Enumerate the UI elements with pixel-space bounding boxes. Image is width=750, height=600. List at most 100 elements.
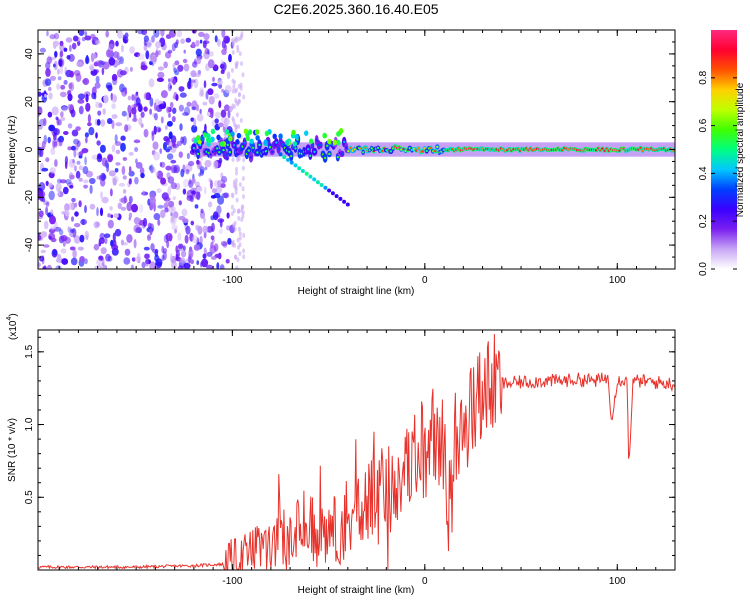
- branch-blob: [293, 163, 298, 168]
- noise-blob: [113, 51, 119, 59]
- branch-blob: [327, 188, 332, 193]
- band-core: [271, 150, 274, 154]
- noise-blob: [111, 244, 119, 251]
- noise-blob: [195, 104, 199, 112]
- noise-blob: [70, 257, 78, 266]
- noise-blob: [217, 218, 225, 223]
- noise-blob: [237, 98, 241, 104]
- noise-blob: [188, 248, 194, 258]
- noise-blob: [65, 37, 73, 43]
- noise-blob: [236, 257, 240, 263]
- colorbar-bar: [711, 30, 737, 269]
- noise-blob: [128, 178, 132, 185]
- noise-blob: [241, 204, 245, 210]
- noise-blob: [242, 233, 246, 238]
- noise-blob: [175, 250, 180, 259]
- noise-blob: [53, 128, 60, 136]
- noise-blob: [71, 216, 74, 222]
- noise-blob: [221, 175, 228, 184]
- noise-blob: [67, 123, 73, 129]
- noise-blob: [95, 221, 101, 227]
- noise-blob: [100, 60, 106, 65]
- noise-blob: [49, 75, 57, 81]
- noise-blob: [122, 175, 127, 180]
- colorbar-tick-label: 0.6: [698, 118, 709, 132]
- band-core: [319, 143, 323, 147]
- noise-blob: [137, 252, 141, 261]
- noise-blob: [202, 101, 208, 106]
- noise-blob: [50, 225, 56, 231]
- noise-blob: [171, 224, 178, 231]
- noise-blob: [160, 30, 165, 37]
- colorbar-tick-label: 0.0: [698, 262, 709, 276]
- noise-blob: [241, 176, 245, 182]
- noise-blob: [55, 116, 59, 121]
- noise-blob: [188, 160, 195, 167]
- noise-blob: [124, 124, 129, 133]
- band-core: [597, 147, 600, 150]
- noise-blob: [238, 51, 242, 57]
- colorbar-tick-label: 0.4: [698, 166, 709, 180]
- noise-blob: [74, 165, 77, 172]
- noise-blob: [91, 92, 96, 100]
- noise-blob: [101, 257, 105, 267]
- band-core: [311, 144, 314, 147]
- noise-blob: [213, 160, 219, 170]
- band-core: [275, 141, 278, 144]
- branch-blob: [315, 180, 320, 185]
- noise-blob: [67, 226, 70, 233]
- noise-blob: [240, 61, 243, 67]
- band-core: [364, 146, 367, 149]
- noise-blob: [95, 132, 98, 139]
- band-core: [398, 146, 401, 149]
- band-core: [450, 148, 454, 151]
- band-core: [518, 149, 522, 152]
- noise-blob: [180, 136, 184, 144]
- band-blob: [216, 134, 221, 141]
- noise-blob: [170, 212, 173, 217]
- noise-blob: [113, 95, 118, 102]
- noise-blob: [233, 88, 237, 94]
- band-core: [277, 147, 280, 150]
- noise-blob: [202, 40, 207, 49]
- noise-blob: [128, 152, 134, 156]
- band-core: [294, 147, 297, 150]
- noise-blob: [200, 208, 204, 214]
- band-core: [222, 148, 225, 152]
- noise-blob: [175, 94, 179, 101]
- noise-blob: [233, 226, 237, 232]
- noise-blob: [163, 136, 170, 142]
- branch-blob: [312, 177, 317, 182]
- noise-blob: [184, 234, 189, 244]
- noise-blob: [66, 55, 71, 60]
- noise-blob: [226, 212, 230, 219]
- noise-blob: [92, 40, 95, 45]
- noise-blob: [127, 104, 132, 114]
- band-blob: [206, 133, 211, 139]
- noise-blob: [101, 67, 105, 76]
- band-core: [326, 144, 329, 147]
- noise-blob: [195, 48, 202, 57]
- noise-blob: [171, 116, 176, 123]
- noise-blob: [45, 68, 51, 77]
- band-blob: [327, 138, 332, 145]
- band-core: [224, 154, 227, 157]
- noise-blob: [189, 232, 194, 242]
- noise-blob: [143, 92, 150, 100]
- snr-xtick-label: 100: [609, 576, 626, 587]
- noise-blob: [76, 61, 83, 68]
- band-core: [389, 150, 392, 153]
- noise-blob: [69, 174, 75, 180]
- noise-blob: [190, 220, 195, 226]
- band-core: [370, 147, 373, 150]
- noise-blob: [166, 106, 170, 114]
- spectrogram-ylabel: Frequency (Hz): [7, 116, 18, 185]
- band-core: [290, 154, 293, 158]
- noise-blob: [107, 154, 114, 163]
- noise-blob: [78, 105, 84, 115]
- noise-blob: [169, 85, 172, 89]
- noise-blob: [84, 258, 88, 265]
- noise-blob: [242, 194, 245, 200]
- branch-blob: [319, 183, 324, 187]
- noise-blob: [209, 51, 214, 57]
